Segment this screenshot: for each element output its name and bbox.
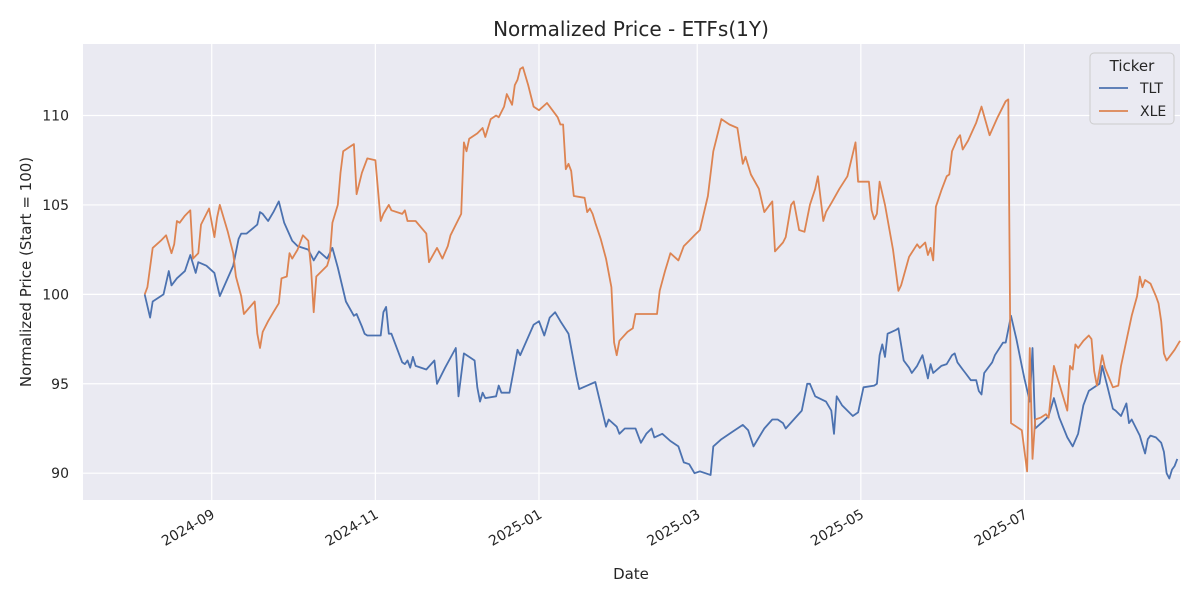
- y-tick-label: 100: [42, 287, 69, 303]
- series-lines: [143, 66, 1181, 480]
- y-tick-label: 95: [51, 377, 69, 393]
- y-tick-label: 105: [42, 198, 69, 214]
- series-line-xle: [143, 66, 1181, 473]
- x-tick-label: 2025-07: [972, 507, 1031, 550]
- x-tick-label: 2025-03: [645, 507, 704, 550]
- chart-title: Normalized Price - ETFs(1Y): [493, 17, 769, 41]
- y-axis-label: Normalized Price (Start = 100): [17, 157, 35, 387]
- legend-title: Ticker: [1109, 57, 1155, 75]
- legend: Ticker TLT XLE: [1089, 52, 1175, 125]
- series-line-tlt: [143, 200, 1179, 480]
- legend-label-tlt: TLT: [1139, 81, 1163, 97]
- legend-label-xle: XLE: [1140, 104, 1166, 120]
- plot-area: [83, 44, 1180, 500]
- y-tick-labels: 90 95 100 105 110: [42, 109, 69, 483]
- y-tick-label: 110: [42, 109, 69, 125]
- x-tick-labels: 2024-09 2024-11 2025-01 2025-03 2025-05 2025-…: [159, 507, 1030, 550]
- x-axis-label: Date: [613, 565, 649, 583]
- gridlines: [83, 44, 1180, 500]
- x-tick-label: 2024-09: [159, 507, 218, 550]
- legend-box: [1089, 52, 1175, 125]
- x-tick-label: 2024-11: [323, 507, 382, 550]
- x-tick-label: 2025-01: [486, 507, 545, 550]
- x-tick-label: 2025-05: [808, 507, 867, 550]
- y-tick-label: 90: [51, 466, 69, 482]
